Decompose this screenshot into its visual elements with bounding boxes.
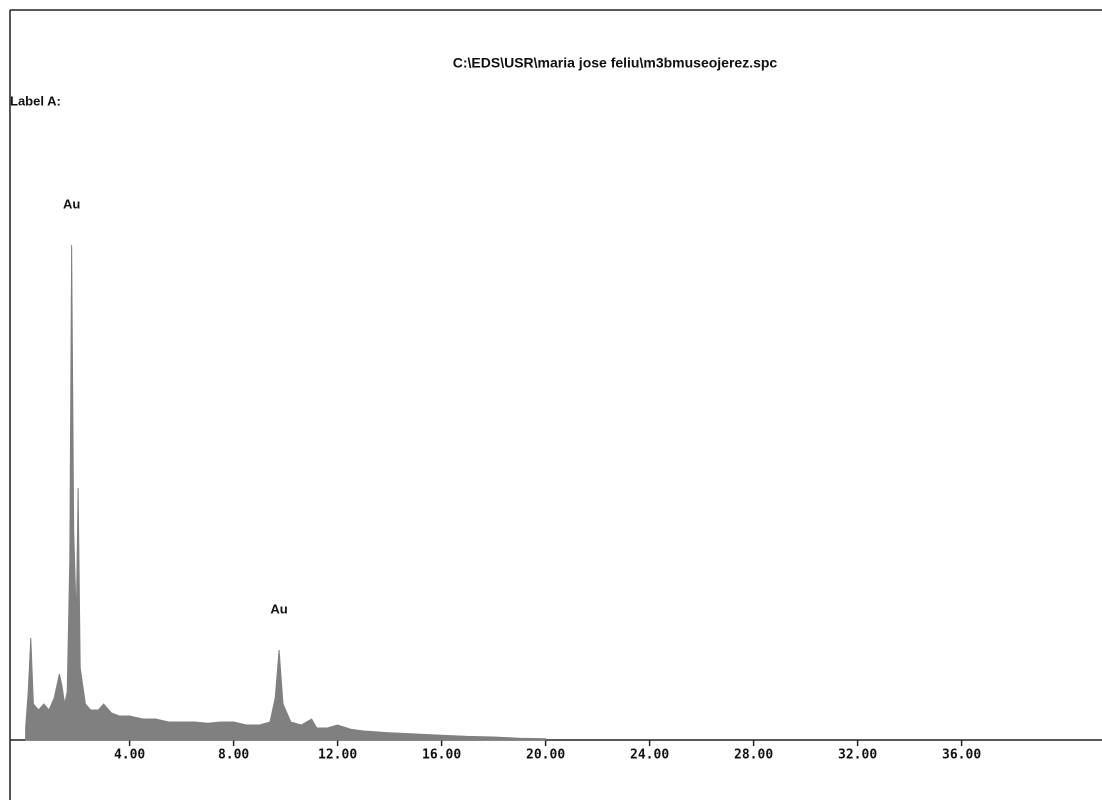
- x-tick-label: 4.00: [114, 748, 145, 763]
- x-tick-label: 20.00: [526, 748, 565, 763]
- label: Label A:: [10, 93, 61, 108]
- x-tick-label: 28.00: [734, 748, 773, 763]
- x-tick-label: 16.00: [422, 748, 461, 763]
- peak-label: Au: [270, 601, 287, 616]
- x-tick-label: 36.00: [942, 748, 981, 763]
- x-tick-label: 32.00: [838, 748, 877, 763]
- peak-label: Au: [63, 196, 80, 211]
- x-tick-label: 12.00: [318, 748, 357, 763]
- x-tick-label: 8.00: [218, 748, 249, 763]
- chart: C:\EDS\USR\maria jose feliu\m3bmuseojere…: [0, 0, 1102, 809]
- spectrum: [26, 245, 546, 740]
- x-tick-label: 24.00: [630, 748, 669, 763]
- chart-title: C:\EDS\USR\maria jose feliu\m3bmuseojere…: [453, 55, 778, 71]
